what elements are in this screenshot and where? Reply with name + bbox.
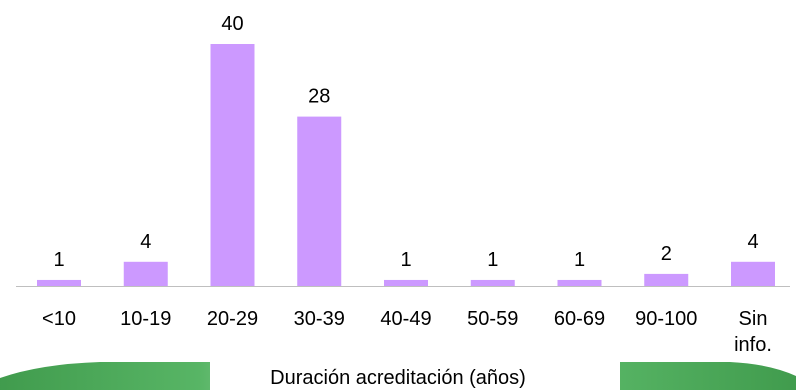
x-tick-label-30-39: 30-39 xyxy=(294,308,345,330)
x-tick-label-60-69: 60-69 xyxy=(554,308,605,330)
x-tick-label-40-49: 40-49 xyxy=(380,308,431,330)
value-label-60-69: 1 xyxy=(574,249,585,271)
value-label-50-59: 1 xyxy=(487,249,498,271)
x-tick-labels-group: <10 10-19 20-29 30-39 40-49 50-59 60-69 90-100 S… xyxy=(42,308,772,356)
footer-accent-band xyxy=(0,362,796,390)
x-tick-label-90-100: 90-100 xyxy=(635,308,697,330)
value-label-20-29: 40 xyxy=(221,13,243,35)
bar-50-59 xyxy=(470,279,515,286)
value-label-10: 1 xyxy=(53,249,64,271)
x-tick-label-10-19: 10-19 xyxy=(120,308,171,330)
bar-10-19 xyxy=(123,261,168,286)
bar-90-100 xyxy=(644,273,689,286)
x-tick-label-50-59: 50-59 xyxy=(467,308,518,330)
bar-sin-info xyxy=(731,261,775,286)
value-label-40-49: 1 xyxy=(400,249,411,271)
value-label-10-19: 4 xyxy=(140,231,151,253)
bar-40-49 xyxy=(384,279,428,286)
value-label-90-100: 2 xyxy=(661,243,672,265)
bar-60-69 xyxy=(557,279,602,286)
bar-20-29 xyxy=(210,44,255,286)
x-tick-label-20-29: 20-29 xyxy=(207,308,258,330)
bars-group xyxy=(37,44,775,286)
bar-10 xyxy=(37,279,81,286)
x-tick-label-10: <10 xyxy=(42,308,76,330)
bar-30-39 xyxy=(297,116,342,286)
value-label-sin-info: 4 xyxy=(747,231,758,253)
value-label-30-39: 28 xyxy=(308,86,330,108)
value-labels-group: 1 4 40 28 1 1 1 2 4 xyxy=(53,13,758,271)
x-tick-label-sin-info: Sin info. xyxy=(734,308,772,356)
x-axis-title: Duración acreditación (años) xyxy=(270,367,526,389)
